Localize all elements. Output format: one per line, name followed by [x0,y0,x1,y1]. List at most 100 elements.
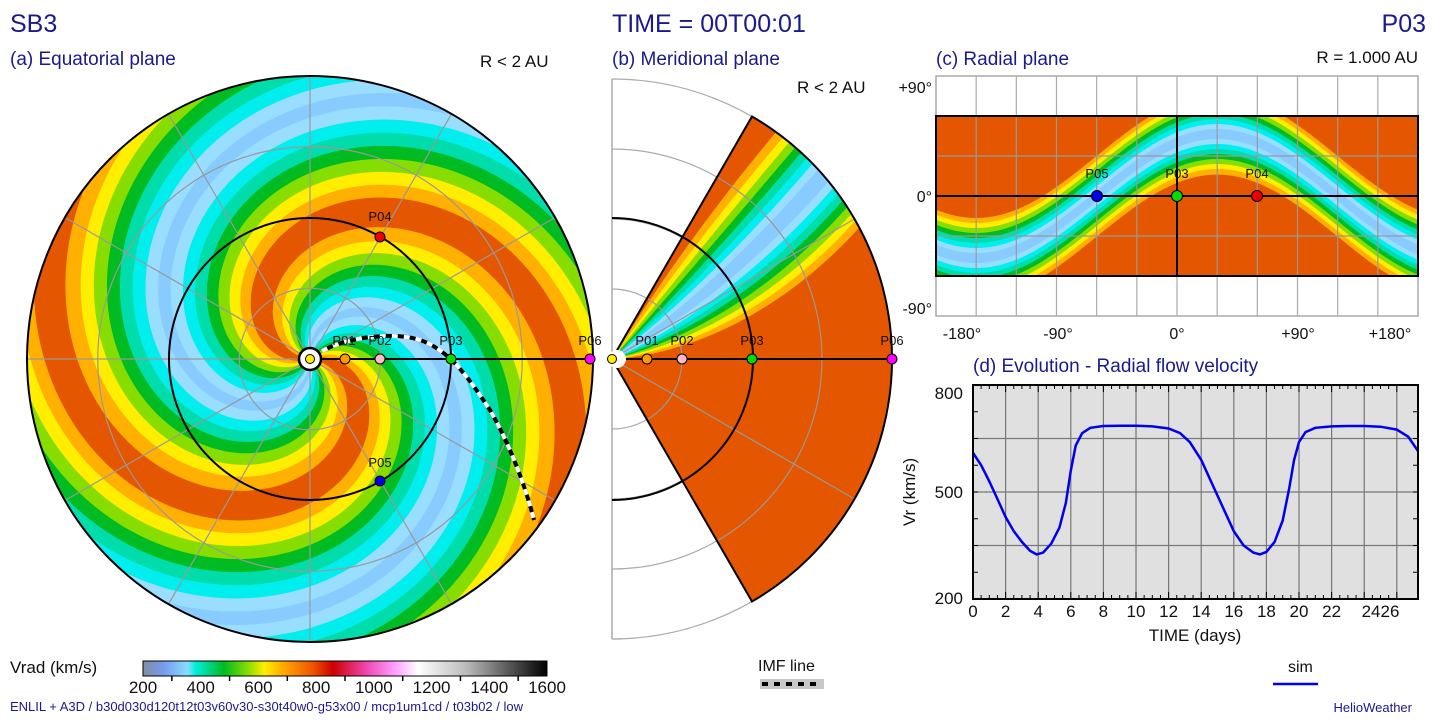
chart-grid [973,385,1418,599]
panel-a-title: (a) Equatorial plane [10,49,176,70]
probe-label-p02: P02 [670,333,693,348]
colorbar-tick-label: 1200 [413,678,451,697]
chart-x-tick-label: 2426 [1362,602,1400,621]
probe-marker-p03 [445,353,457,365]
probe-marker-p01 [641,353,653,365]
panel-b-title: (b) Meridional plane [612,49,780,70]
meridional-band [616,133,792,353]
radial-plot: P03 P04 P05 +90° 0° -90° -180° -90° 0° +90… [898,75,1419,343]
spiral-band [181,117,545,395]
chart-x-ticks: 0 2 4 6 8 10 12 14 16 18 20 22 2426 [968,385,1418,621]
radial-x-tick: 0° [1169,326,1184,343]
grid-spoke [64,364,300,502]
probe-marker-p04 [374,231,386,243]
chart-y-tick-label: 800 [935,384,963,403]
run-info: ENLIL + A3D / b30d030d120t12t03v60v30-s3… [10,699,524,714]
spiral-band [75,323,439,601]
spiral-band [238,182,593,438]
sim-legend: sim [1273,659,1318,686]
chart-x-tick-label: 6 [1066,602,1075,621]
probe-label-p02: P02 [368,333,391,348]
meridional-band [616,129,786,353]
radial-x-tick: +180° [1369,326,1411,343]
radial-x-tick: +90° [1281,326,1315,343]
chart-x-tick-label: 0 [968,602,977,621]
probe-marker-p05 [374,475,386,487]
probe-marker-p06 [584,353,596,365]
credit: HelioWeather [1333,700,1412,715]
probe-marker-p06 [886,353,898,365]
colorbar-tick-label: 200 [129,678,157,697]
imf-legend-label: IMF line [758,658,815,675]
radial-y-tick: -90° [902,301,932,318]
sun-icon-b [607,354,617,364]
spiral-band [280,239,542,614]
panel-c-range: R = 1.000 AU [1316,48,1418,67]
chart-x-tick-label: 8 [1099,602,1108,621]
meridional-probes: P01 P02 P03 P06 [635,333,904,365]
equatorial-grid [27,76,593,642]
series-line-sim [971,424,1420,556]
chart-x-axis-label: TIME (days) [1149,626,1242,645]
chart-x-tick-label: 12 [1159,602,1178,621]
meridional-band [618,165,826,355]
spiral-band [27,280,382,536]
spiral-band [78,104,340,479]
colorbar-label: Vrad (km/s) [10,658,97,677]
probe-label-p05: P05 [1085,166,1108,181]
spiral-band [168,104,511,403]
colorbar-tick-label: 600 [244,678,272,697]
colorbar-ticks: 200 400 600 800 1000 1200 1400 1600 [129,676,566,697]
run-name: SB3 [10,10,58,38]
colorbar: Vrad (km/s) 200 400 600 800 1000 1200 1400 1600 [10,658,566,697]
meridional-band [617,149,810,354]
radial-x-tick: -180° [943,326,981,343]
chart-y-axis-label: Vr (km/s) [900,458,919,526]
meridional-streams [616,129,863,359]
probe-label-p04: P04 [1245,166,1268,181]
probe-label-p01: P01 [635,333,658,348]
radial-y-tick: +90° [898,80,932,97]
meridional-band [616,138,798,354]
probe-label-p04: P04 [368,209,391,224]
colorbar-tick-label: 400 [187,678,215,697]
imf-line-white [321,333,536,521]
colorbar-tick-label: 1600 [528,678,566,697]
chart-y-tick-label: 500 [935,483,963,502]
spiral-band [293,274,503,642]
probe-marker-p04 [1251,190,1263,202]
spiral-band [49,331,427,588]
equatorial-plot: P01 P02 P03 P04 P05 P06 [26,75,602,643]
current-sheet-band [1034,169,1401,276]
spiral-band [65,131,348,491]
grid-spoke [320,216,556,354]
chart-x-tick-label: 18 [1257,602,1276,621]
meridional-band [617,143,804,354]
sim-legend-label: sim [1288,659,1313,676]
time-label: TIME = 00T00:01 [612,10,806,38]
probe-label-p03: P03 [439,333,462,348]
panel-a-range: R < 2 AU [480,52,549,71]
spiral-band [193,130,571,387]
chart-x-tick-label: 16 [1224,602,1243,621]
spiral-band [242,285,490,642]
chart-y-tick-label: 200 [935,589,963,608]
grid-spoke [320,364,556,502]
probe-label-p06: P06 [880,333,903,348]
grid-spoke [167,113,305,349]
radial-x-tick: -90° [1043,326,1073,343]
chart-x-tick-label: 22 [1322,602,1341,621]
grid-spoke [64,216,300,354]
panel-c-title: (c) Radial plane [936,49,1070,70]
spiral-band [109,315,452,614]
grid-spoke [315,369,453,605]
panel-d-title: (d) Evolution - Radial flow velocity [973,356,1259,377]
spiral-band [227,169,593,388]
probe-label-p06: P06 [578,333,601,348]
probe-marker-p02 [374,353,386,365]
spiral-band [117,76,327,444]
equatorial-probes: P01 P02 P03 P04 P05 P06 [332,209,602,487]
grid-spoke [612,358,855,500]
grid-spoke [612,218,855,360]
